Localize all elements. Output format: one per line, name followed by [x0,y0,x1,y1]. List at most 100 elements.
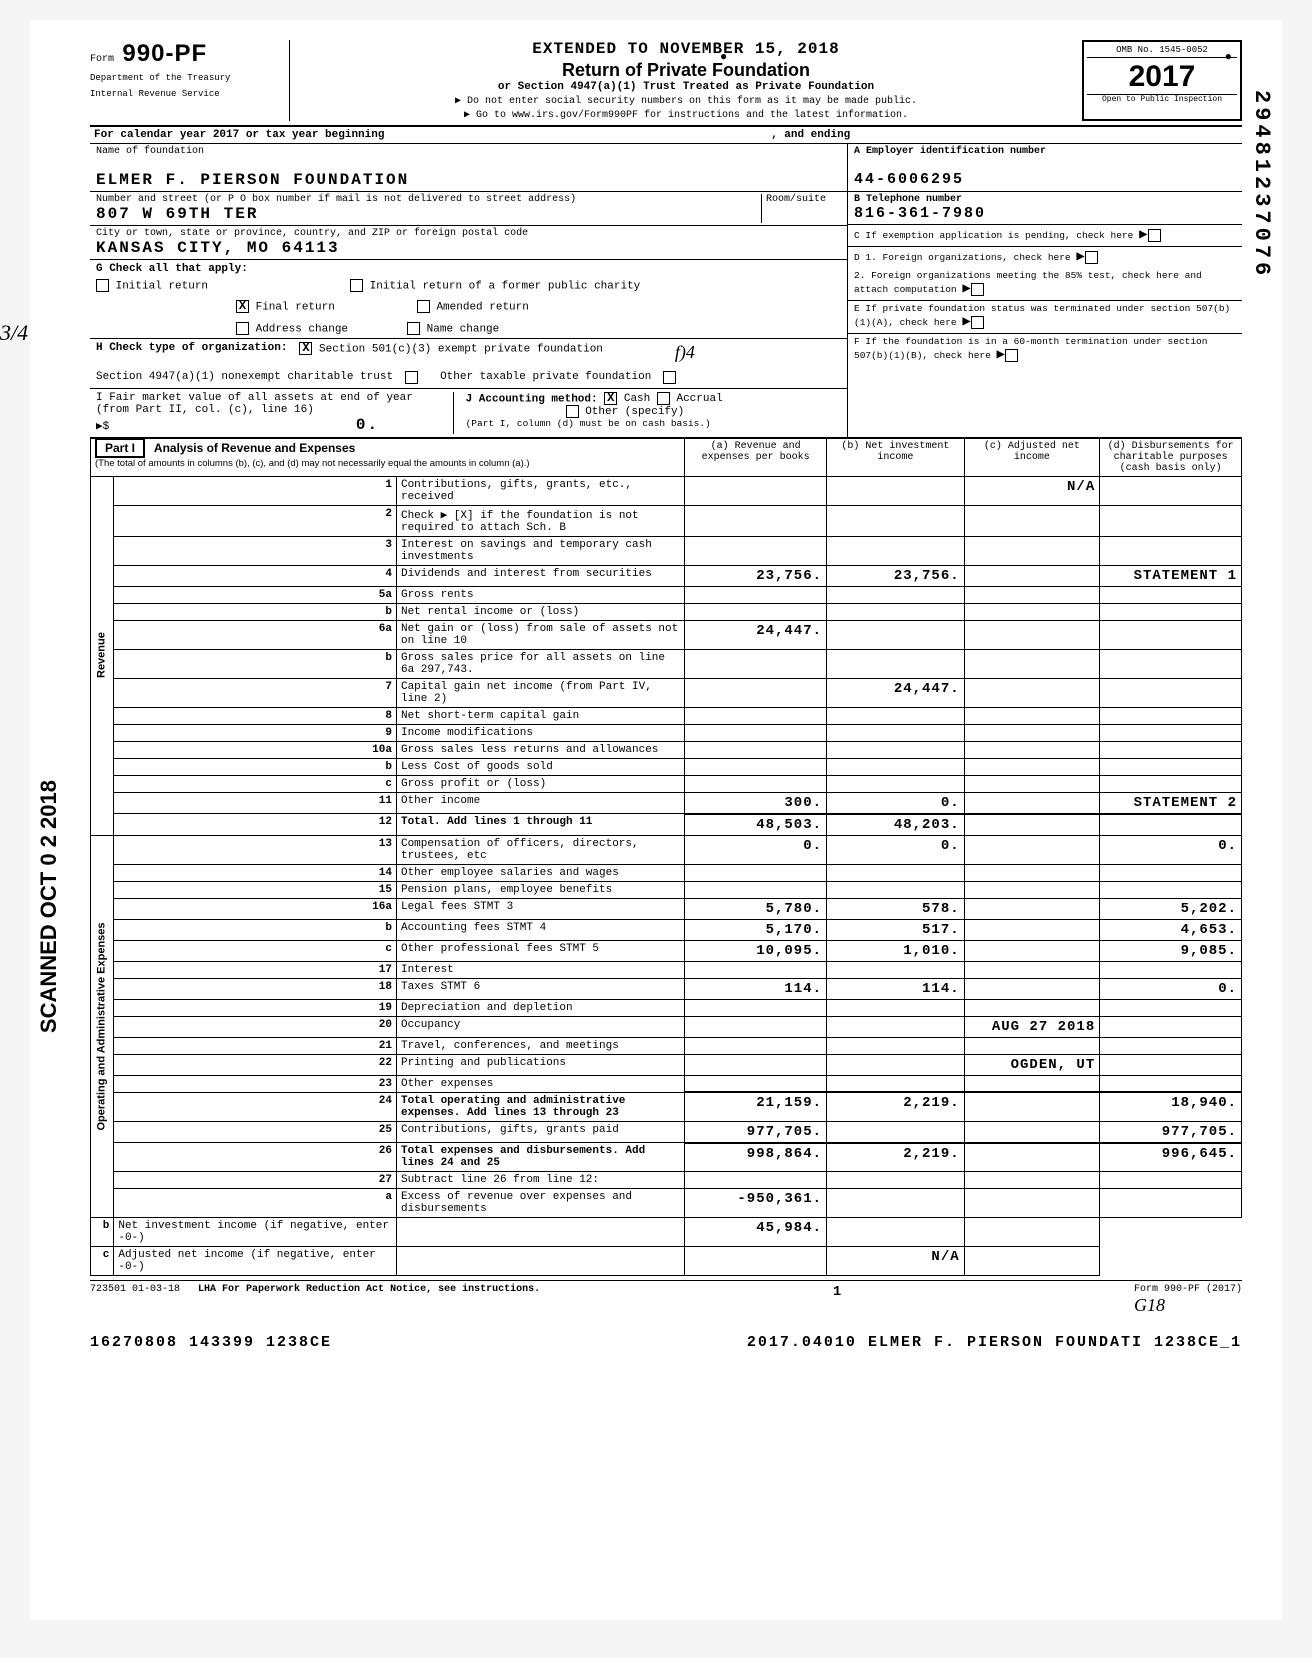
opt-4947: Section 4947(a)(1) nonexempt charitable … [96,371,393,384]
cell-value: 45,984. [685,1218,827,1247]
cell-value [396,1247,684,1276]
cell-value [1100,505,1242,536]
table-row: 10aGross sales less returns and allowanc… [91,741,1242,758]
chk-final-return[interactable] [236,300,249,313]
cell-value: 0. [1100,835,1242,864]
cell-value [685,1075,827,1092]
opt-initial: Initial return [116,280,208,292]
footer-hand: G18 [1134,1295,1165,1315]
e-label: E If private foundation status was termi… [854,303,1230,328]
cell-value [685,881,827,898]
line-number: 22 [114,1054,397,1075]
table-row: 24Total operating and administrative exp… [91,1092,1242,1121]
chk-d2[interactable] [971,283,984,296]
bottom-left: 16270808 143399 1238CE [90,1334,332,1351]
bottom-codes: 16270808 143399 1238CE 2017.04010 ELMER … [90,1334,1242,1351]
cell-value [827,1054,965,1075]
cell-value: 300. [685,792,827,814]
part1-title: Analysis of Revenue and Expenses [154,441,355,455]
line-number: 6a [114,620,397,649]
line-number: 9 [114,724,397,741]
revenue-expense-table: Part I Analysis of Revenue and Expenses … [90,438,1242,1277]
table-row: 21Travel, conferences, and meetings [91,1037,1242,1054]
handwritten-f4: f)4 [675,342,695,363]
cell-value [964,940,1100,961]
line-number: b [114,649,397,678]
cell-value [964,649,1100,678]
line-description: Check ▶ [X] if the foundation is not req… [396,505,684,536]
line-description: Printing and publications [396,1054,684,1075]
part1-label: Part I [95,438,145,458]
table-row: 9Income modifications [91,724,1242,741]
cell-value: 114. [827,978,965,999]
table-row: 6aNet gain or (loss) from sale of assets… [91,620,1242,649]
instruction-2: ▶ Go to www.irs.gov/Form990PF for instru… [300,109,1072,121]
table-row: cOther professional fees STMT 510,095.1,… [91,940,1242,961]
table-row: bNet rental income or (loss) [91,603,1242,620]
cell-value [964,1143,1100,1172]
street-address: 807 W 69TH TER [96,205,761,223]
chk-501c3[interactable] [299,342,312,355]
cell-value [827,741,965,758]
g-label: G Check all that apply: [96,263,248,275]
cell-value [685,961,827,978]
f-label: F If the foundation is in a 60-month ter… [854,336,1207,361]
cell-value: 2,219. [827,1092,965,1121]
chk-cash[interactable] [604,392,617,405]
table-row: 17Interest [91,961,1242,978]
cell-value: 578. [827,898,965,919]
line-description: Gross profit or (loss) [396,775,684,792]
cell-value: 5,780. [685,898,827,919]
line-description: Total operating and administrative expen… [396,1092,684,1121]
line-description: Net short-term capital gain [396,707,684,724]
opt-amended: Amended return [436,302,528,314]
chk-other-method[interactable] [566,405,579,418]
chk-c[interactable] [1148,229,1161,242]
line-number: 27 [114,1172,397,1189]
address-label: Number and street (or P O box number if … [96,194,761,205]
cell-value [1100,814,1242,836]
chk-4947[interactable] [405,371,418,384]
line-number: c [114,775,397,792]
cell-value [1100,1172,1242,1189]
g-check-section: G Check all that apply: Initial return I… [90,260,847,339]
line-description: Subtract line 26 from line 12: [396,1172,684,1189]
line-description: Income modifications [396,724,684,741]
cell-value: 21,159. [685,1092,827,1121]
cell-value [685,603,827,620]
line-description: Other employee salaries and wages [396,864,684,881]
chk-e[interactable] [971,316,984,329]
line-number: 1 [114,476,397,505]
chk-former-public[interactable] [350,279,363,292]
chk-initial-return[interactable] [96,279,109,292]
chk-accrual[interactable] [657,392,670,405]
cell-value: 0. [827,835,965,864]
chk-other-taxable[interactable] [663,371,676,384]
table-row: 8Net short-term capital gain [91,707,1242,724]
line-number: 26 [114,1143,397,1172]
chk-name-change[interactable] [407,322,420,335]
cell-value: 517. [827,919,965,940]
cell-value: 2,219. [827,1143,965,1172]
cell-value [964,1121,1100,1143]
margin-fraction: 3/4 [0,320,28,346]
line-number: 23 [114,1075,397,1092]
chk-f[interactable] [1005,349,1018,362]
cell-value [827,505,965,536]
cell-value [1100,707,1242,724]
line-number: c [91,1247,114,1276]
f-row: F If the foundation is in a 60-month ter… [848,334,1242,366]
cell-value [964,1247,1100,1276]
line-number: 21 [114,1037,397,1054]
cell-value [1100,1054,1242,1075]
line-description: Legal fees STMT 3 [396,898,684,919]
cell-value [964,741,1100,758]
chk-address-change[interactable] [236,322,249,335]
chk-d1[interactable] [1085,251,1098,264]
table-row: bAccounting fees STMT 45,170.517.4,653. [91,919,1242,940]
opt-cash: Cash [624,393,650,405]
cell-value [964,536,1100,565]
j-note: (Part I, column (d) must be on cash basi… [466,418,711,429]
line-number: 11 [114,792,397,814]
chk-amended[interactable] [417,300,430,313]
